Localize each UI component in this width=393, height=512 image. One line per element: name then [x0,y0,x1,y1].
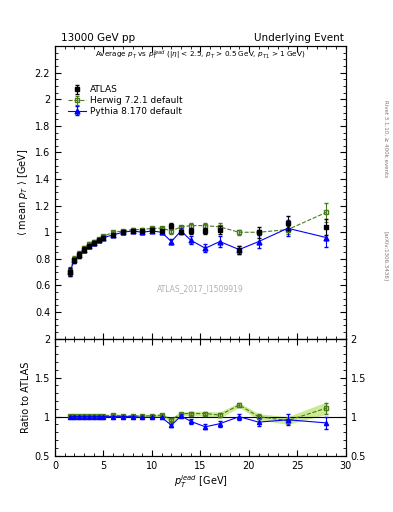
X-axis label: $p_T^{lead}$ [GeV]: $p_T^{lead}$ [GeV] [174,473,227,490]
Y-axis label: $\langle$ mean $p_T$ $\rangle$ [GeV]: $\langle$ mean $p_T$ $\rangle$ [GeV] [17,148,31,236]
Y-axis label: Ratio to ATLAS: Ratio to ATLAS [20,361,31,433]
Text: ATLAS_2017_I1509919: ATLAS_2017_I1509919 [157,284,244,293]
Text: Average $p_T$ vs $p_T^{lead}$ ($|\eta|$ < 2.5, $p_T$ > 0.5 GeV, $p_{T1}$ > 1 GeV: Average $p_T$ vs $p_T^{lead}$ ($|\eta|$ … [95,49,306,62]
Text: 13000 GeV pp: 13000 GeV pp [61,33,135,44]
Legend: ATLAS, Herwig 7.2.1 default, Pythia 8.170 default: ATLAS, Herwig 7.2.1 default, Pythia 8.17… [65,83,185,119]
Text: Underlying Event: Underlying Event [254,33,344,44]
Text: [arXiv:1306.3436]: [arXiv:1306.3436] [384,231,388,281]
Text: Rivet 3.1.10, ≥ 400k events: Rivet 3.1.10, ≥ 400k events [384,100,388,177]
